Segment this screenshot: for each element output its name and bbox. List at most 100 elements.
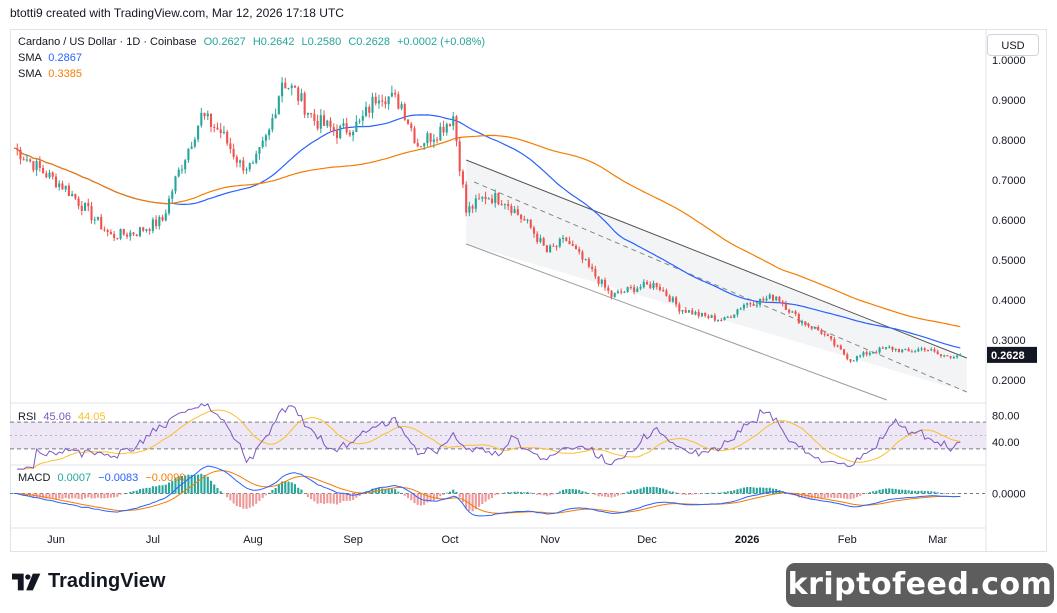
macd-histogram-bar	[209, 480, 213, 494]
macd-histogram-bar	[222, 493, 225, 494]
candle-body	[297, 87, 300, 101]
candle-body	[813, 327, 817, 329]
macd-histogram-bar	[894, 488, 897, 494]
macd-histogram-bar	[723, 491, 726, 494]
currency-button[interactable]: USD	[987, 34, 1039, 56]
macd-histogram-bar	[516, 491, 519, 494]
sma-slow-label: SMA	[18, 68, 42, 80]
macd-histogram-bar	[801, 493, 804, 498]
macd-histogram-bar	[704, 493, 707, 494]
candle-body	[42, 168, 45, 174]
candle-body	[591, 266, 594, 269]
rsi-label: RSI	[18, 411, 37, 423]
candle-body	[620, 291, 623, 293]
macd-legend[interactable]: MACD 0.0007 −0.0083 −0.0090	[18, 472, 185, 484]
candle-body	[352, 132, 355, 136]
candle-body	[801, 321, 804, 324]
macd-histogram-bar	[520, 492, 523, 494]
candle-body	[810, 326, 813, 329]
candle-body	[368, 106, 371, 113]
macd-histogram-bar	[67, 493, 70, 499]
macd-histogram-bar	[726, 491, 729, 494]
candle-body	[558, 238, 561, 247]
candle-body	[413, 128, 416, 144]
macd-histogram-bar	[555, 493, 558, 494]
macd-histogram-bar	[739, 488, 742, 494]
macd-signal-value: −0.0090	[145, 472, 186, 484]
macd-histogram-bar	[574, 489, 578, 494]
candle-body	[187, 148, 190, 161]
tradingview-brand[interactable]: TradingView	[12, 570, 165, 593]
macd-histogram-bar	[25, 493, 28, 497]
candle-body	[474, 198, 477, 209]
candle-body	[145, 229, 148, 231]
macd-histogram-bar	[487, 493, 490, 500]
macd-histogram-bar	[584, 491, 587, 494]
candle-body	[833, 338, 836, 346]
candle-body	[193, 139, 196, 147]
candle-body	[536, 233, 539, 242]
candle-body	[526, 219, 529, 221]
macd-histogram-bar	[193, 475, 196, 494]
macd-histogram-bar	[271, 489, 274, 494]
last-price-label: 0.2628	[991, 350, 1025, 362]
macd-histogram-bar	[549, 493, 552, 496]
macd-histogram-bar	[255, 493, 258, 504]
macd-histogram-bar	[956, 493, 959, 494]
candle-body	[219, 129, 222, 134]
candle-body	[746, 303, 749, 305]
macd-histogram-bar	[587, 492, 590, 494]
sma-slow-legend[interactable]: SMA 0.3385	[18, 68, 82, 80]
candle-body	[665, 290, 668, 296]
macd-histogram-bar	[319, 493, 322, 504]
macd-histogram-bar	[323, 493, 326, 504]
macd-histogram-bar	[96, 493, 100, 498]
candle-body	[901, 349, 904, 353]
macd-histogram-bar	[42, 493, 45, 498]
macd-histogram-bar	[694, 493, 697, 495]
macd-histogram-bar	[949, 493, 952, 494]
candle-body	[926, 350, 930, 352]
macd-histogram-bar	[313, 493, 316, 502]
candle-body	[64, 185, 67, 190]
macd-histogram-bar	[345, 493, 348, 501]
candle-body	[274, 114, 277, 119]
candle-body	[865, 352, 868, 355]
candle-body	[423, 143, 426, 147]
macd-histogram-bar	[881, 489, 884, 494]
candle-body	[461, 171, 464, 185]
macd-histogram-bar	[600, 493, 603, 497]
candle-body	[623, 291, 626, 293]
symbol-title[interactable]: Cardano / US Dollar · 1D · Coinbase	[18, 36, 197, 48]
macd-histogram-bar	[542, 493, 545, 496]
candle-body	[943, 355, 946, 357]
sma-fast-label: SMA	[18, 52, 42, 64]
macd-histogram-bar	[490, 493, 494, 498]
candle-body	[471, 206, 474, 209]
macd-histogram-bar	[439, 493, 442, 497]
macd-histogram-bar	[335, 493, 339, 505]
candle-body	[103, 229, 106, 231]
candle-body	[678, 304, 681, 312]
macd-histogram-bar	[361, 493, 364, 495]
descending-channel-fill	[466, 160, 967, 392]
macd-histogram-bar	[868, 492, 871, 494]
macd-histogram-bar	[64, 493, 67, 499]
candle-body	[571, 244, 574, 246]
macd-histogram-bar	[226, 493, 229, 498]
macd-histogram-bar	[565, 489, 568, 494]
macd-histogram-bar	[691, 493, 694, 495]
macd-histogram-bar	[216, 487, 219, 494]
candle-body	[332, 127, 335, 131]
macd-histogram-bar	[875, 490, 878, 494]
sma-fast-legend[interactable]: SMA 0.2867	[18, 52, 82, 64]
candle-body	[416, 143, 419, 147]
macd-histogram-bar	[852, 493, 855, 499]
price-axis-tick: 0.5000	[992, 255, 1026, 267]
macd-histogram-bar	[545, 493, 548, 497]
candle-body	[888, 346, 891, 348]
candle-body	[90, 206, 93, 221]
rsi-legend[interactable]: RSI 45.06 44.05	[18, 411, 106, 423]
macd-histogram-bar	[171, 480, 174, 494]
